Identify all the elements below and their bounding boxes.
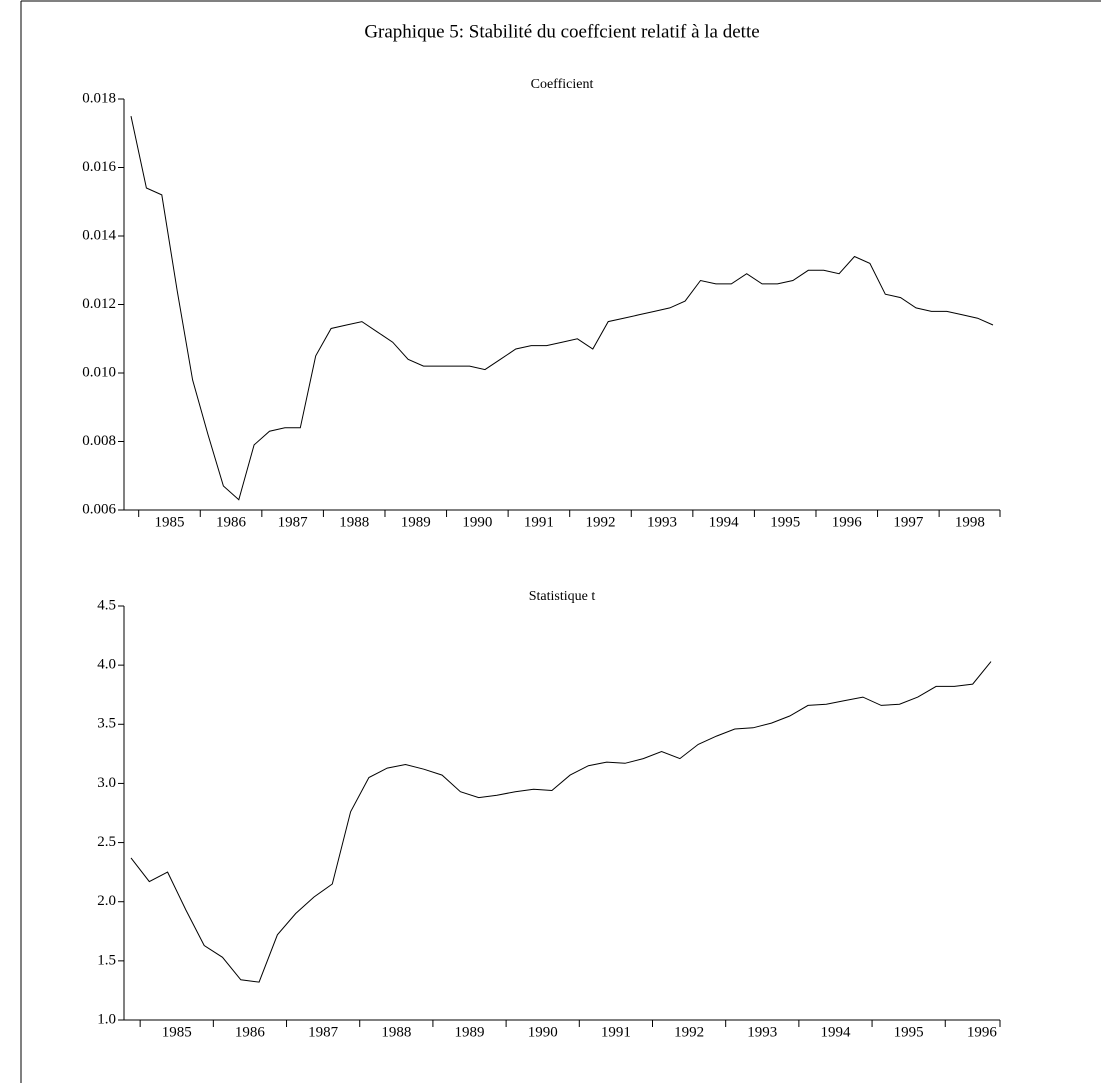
x-tick-label: 1989 bbox=[401, 514, 431, 530]
x-tick-label: 1996 bbox=[832, 514, 863, 530]
x-tick-label: 1994 bbox=[820, 1024, 851, 1040]
data-line bbox=[130, 661, 992, 983]
x-tick-label: 1987 bbox=[308, 1024, 339, 1040]
x-tick-label: 1998 bbox=[955, 514, 985, 530]
y-tick-label: 0.012 bbox=[82, 296, 116, 312]
y-tick-label: 3.0 bbox=[97, 775, 116, 791]
y-tick-label: 1.0 bbox=[97, 1011, 116, 1027]
x-tick-label: 1986 bbox=[235, 1024, 266, 1040]
y-tick-label: 1.5 bbox=[97, 952, 116, 968]
x-tick-label: 1988 bbox=[381, 1024, 411, 1040]
x-tick-label: 1996 bbox=[967, 1024, 998, 1040]
subplot-title: Statistique t bbox=[529, 589, 596, 604]
y-tick-label: 0.016 bbox=[82, 159, 116, 175]
x-tick-label: 1985 bbox=[154, 514, 184, 530]
x-tick-label: 1995 bbox=[770, 514, 800, 530]
x-tick-label: 1991 bbox=[601, 1024, 631, 1040]
x-tick-label: 1994 bbox=[709, 514, 740, 530]
y-tick-label: 2.5 bbox=[97, 834, 116, 850]
y-tick-label: 0.008 bbox=[82, 433, 116, 449]
x-tick-label: 1992 bbox=[674, 1024, 704, 1040]
x-tick-label: 1990 bbox=[528, 1024, 558, 1040]
x-tick-label: 1991 bbox=[524, 514, 554, 530]
x-tick-label: 1990 bbox=[462, 514, 492, 530]
subplot-title: Coefficient bbox=[531, 77, 594, 92]
x-tick-label: 1988 bbox=[339, 514, 369, 530]
data-line bbox=[130, 115, 994, 501]
y-tick-label: 4.5 bbox=[97, 597, 116, 613]
x-tick-label: 1986 bbox=[216, 514, 247, 530]
x-tick-label: 1992 bbox=[585, 514, 615, 530]
y-tick-label: 0.006 bbox=[82, 501, 116, 517]
x-tick-label: 1985 bbox=[162, 1024, 192, 1040]
y-tick-label: 3.5 bbox=[97, 716, 116, 732]
x-tick-label: 1995 bbox=[894, 1024, 924, 1040]
y-tick-label: 4.0 bbox=[97, 657, 116, 673]
x-tick-label: 1987 bbox=[278, 514, 309, 530]
y-tick-label: 0.014 bbox=[82, 227, 116, 243]
x-tick-label: 1989 bbox=[455, 1024, 485, 1040]
y-tick-label: 0.010 bbox=[82, 364, 116, 380]
x-tick-label: 1993 bbox=[647, 514, 677, 530]
x-tick-label: 1997 bbox=[893, 514, 924, 530]
y-tick-label: 0.018 bbox=[82, 90, 116, 106]
figure-title: Graphique 5: Stabilité du coeffcient rel… bbox=[364, 21, 759, 42]
x-tick-label: 1993 bbox=[747, 1024, 777, 1040]
y-tick-label: 2.0 bbox=[97, 893, 116, 909]
